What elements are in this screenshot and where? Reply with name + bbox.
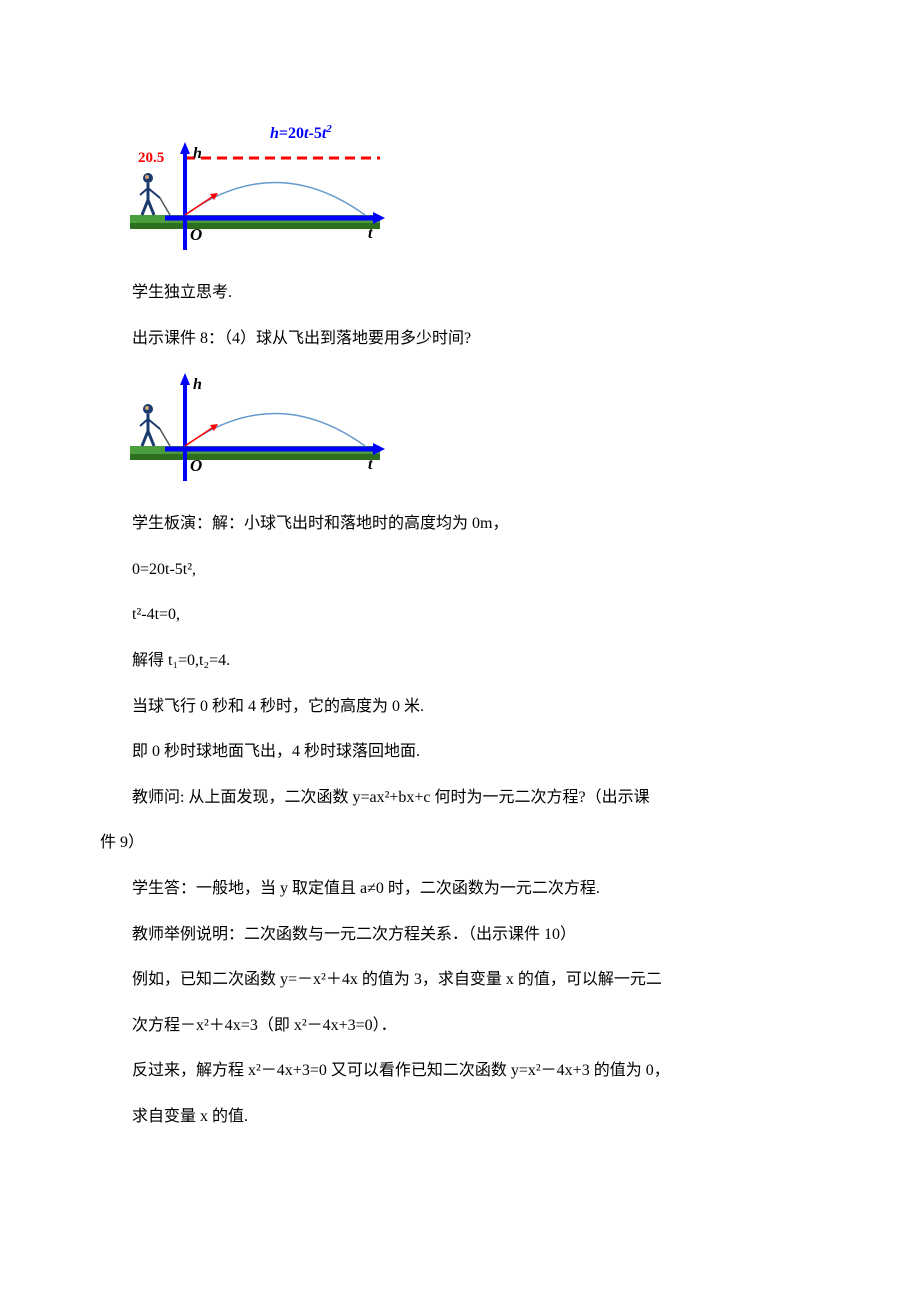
origin-label: O (190, 225, 202, 244)
p4: 0=20t-5t², (132, 557, 820, 583)
p11: 教师举例说明：二次函数与一元二次方程关系．（出示课件 10） (100, 922, 820, 948)
p1: 学生独立思考. (132, 280, 820, 306)
p9a: 教师问: 从上面发现，二次函数 y=ax²+bx+c 何时为一元二次方程?（出示… (100, 785, 820, 811)
diagram-2-svg: h t O (130, 371, 410, 491)
p13: 次方程－x²＋4x=3（即 x²－4x+3=0）． (100, 1013, 820, 1039)
p12: 例如，已知二次函数 y=－x²＋4x 的值为 3，求自变量 x 的值，可以解一元… (100, 967, 820, 993)
p14: 反过来，解方程 x²－4x+3=0 又可以看作已知二次函数 y=x²－4x+3 … (100, 1058, 820, 1084)
diagram-2: h t O (130, 371, 820, 491)
ground-bottom-2 (130, 454, 380, 460)
p3: 学生板演：解：小球飞出时和落地时的高度均为 0m， (132, 511, 820, 537)
t-axis-label: t (368, 225, 373, 242)
h-axis-arrow-2 (180, 373, 190, 385)
p10: 学生答：一般地，当 y 取定值且 a≠0 时，二次函数为一元二次方程. (100, 876, 820, 902)
origin-label-2: O (190, 456, 202, 475)
t-axis-label-2: t (368, 456, 373, 473)
h-axis-arrow (180, 142, 190, 154)
p7: 当球飞行 0 秒和 4 秒时，它的高度为 0 米. (132, 694, 820, 720)
velocity-arrow (185, 195, 215, 215)
diagram-1-svg: h=20t-5t2 20.5 h t O (130, 120, 410, 260)
h-axis-label: h (193, 145, 202, 162)
p6: 解得 t₁=0,t₂=4. (132, 648, 820, 674)
p15: 求自变量 x 的值. (100, 1104, 820, 1130)
golfer-icon (140, 173, 170, 215)
diagram-1: h=20t-5t2 20.5 h t O (130, 120, 820, 260)
parabola-curve (185, 183, 365, 216)
h-axis-label-2: h (193, 376, 202, 393)
parabola-curve-2 (185, 414, 365, 447)
velocity-arrow-2 (185, 426, 215, 446)
p9b: 件 9） (100, 830, 820, 856)
p2: 出示课件 8：（4）球从飞出到落地要用多少时间? (132, 326, 820, 352)
p8: 即 0 秒时球地面飞出，4 秒时球落回地面. (132, 739, 820, 765)
value-20-5: 20.5 (138, 150, 164, 166)
equation-label: h=20t-5t2 (270, 123, 332, 142)
p5: t²-4t=0, (132, 602, 820, 628)
ground-bottom (130, 223, 380, 229)
golfer-icon-2 (140, 404, 170, 446)
